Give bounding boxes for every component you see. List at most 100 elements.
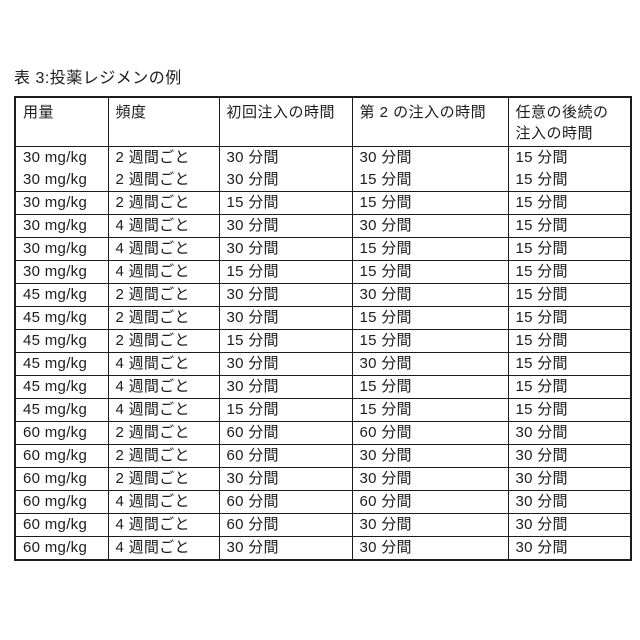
table-cell: 15 分間: [507, 191, 632, 215]
table-row: 60 mg/kg 4 週間ごと 60 分間 30 分間 30 分間: [14, 513, 632, 537]
header-cell-frequency: 頻度: [107, 96, 220, 147]
table-row: 30 mg/kg 2 週間ごと 15 分間 15 分間 15 分間: [14, 191, 632, 215]
table-cell: 30 mg/kg: [14, 260, 109, 284]
table-cell: 45 mg/kg: [14, 375, 109, 399]
table-cell: 4 週間ごと: [107, 375, 220, 399]
table-cell: 15 分間: [507, 214, 632, 238]
table-cell: 30 分間: [218, 352, 353, 376]
table-row: 45 mg/kg 4 週間ごと 15 分間 15 分間 15 分間: [14, 398, 632, 422]
table-caption: 表 3:投薬レジメンの例: [14, 70, 182, 87]
table-cell: 60 mg/kg: [14, 536, 109, 561]
table-row: 30 mg/kg 4 週間ごと 30 分間 30 分間 15 分間: [14, 214, 632, 238]
table-cell: 60 mg/kg: [14, 421, 109, 445]
table-cell: 30 分間: [507, 513, 632, 537]
table-cell: 60 分間: [218, 444, 353, 468]
table-cell: 15 分間: [507, 260, 632, 284]
table-cell: 30 分間: [218, 214, 353, 238]
table-cell: 4 週間ごと: [107, 260, 220, 284]
table-cell: 30 分間: [507, 444, 632, 468]
table-cell: 2 週間ごと: [107, 283, 220, 307]
table-cell: 30 分間: [351, 536, 509, 561]
table-row: 45 mg/kg 2 週間ごと 15 分間 15 分間 15 分間: [14, 329, 632, 353]
table-cell: 30 分間: [351, 146, 509, 169]
table-row: 60 mg/kg 2 週間ごと 30 分間 30 分間 30 分間: [14, 467, 632, 491]
table-cell: 15 分間: [351, 306, 509, 330]
table-cell: 15 分間: [507, 168, 632, 192]
table-cell: 30 分間: [507, 536, 632, 561]
table-cell: 60 mg/kg: [14, 467, 109, 491]
table-cell: 15 分間: [507, 352, 632, 376]
table-cell: 60 mg/kg: [14, 444, 109, 468]
table-cell: 30 分間: [218, 467, 353, 491]
table-cell: 15 分間: [507, 329, 632, 353]
table-row: 45 mg/kg 2 週間ごと 30 分間 15 分間 15 分間: [14, 306, 632, 330]
table-cell: 15 分間: [218, 260, 353, 284]
table-cell: 4 週間ごと: [107, 237, 220, 261]
table-cell: 45 mg/kg: [14, 398, 109, 422]
table-cell: 30 分間: [218, 306, 353, 330]
table-cell: 30 分間: [218, 146, 353, 169]
table-row: 60 mg/kg 4 週間ごと 60 分間 60 分間 30 分間: [14, 490, 632, 514]
table-cell: 4 週間ごと: [107, 490, 220, 514]
table-cell: 30 mg/kg: [14, 191, 109, 215]
table-cell: 15 分間: [351, 329, 509, 353]
table-cell: 4 週間ごと: [107, 352, 220, 376]
header-cell-dose: 用量: [14, 96, 109, 147]
table-row: 45 mg/kg 4 週間ごと 30 分間 30 分間 15 分間: [14, 352, 632, 376]
table-row: 60 mg/kg 2 週間ごと 60 分間 30 分間 30 分間: [14, 444, 632, 468]
table-cell: 30 分間: [507, 467, 632, 491]
table-cell: 30 分間: [351, 444, 509, 468]
table-cell: 15 分間: [351, 191, 509, 215]
table-cell: 30 分間: [507, 421, 632, 445]
table-body: 30 mg/kg 2 週間ごと 30 分間 30 分間 15 分間 30 mg/kg 2 週…: [14, 146, 632, 561]
table-cell: 45 mg/kg: [14, 306, 109, 330]
table-cell: 15 分間: [351, 375, 509, 399]
table-cell: 30 分間: [218, 168, 353, 192]
table-cell: 15 分間: [218, 191, 353, 215]
table-cell: 30 mg/kg: [14, 146, 109, 169]
table-cell: 30 分間: [351, 352, 509, 376]
table-cell: 15 分間: [507, 375, 632, 399]
table-cell: 2 週間ごと: [107, 168, 220, 192]
table-cell: 60 mg/kg: [14, 490, 109, 514]
table-row: 30 mg/kg 2 週間ごと 30 分間 15 分間 15 分間: [14, 168, 632, 192]
table-cell: 2 週間ごと: [107, 421, 220, 445]
table-row: 30 mg/kg 2 週間ごと 30 分間 30 分間 15 分間: [14, 146, 632, 169]
table-cell: 60 分間: [218, 490, 353, 514]
table-cell: 60 分間: [218, 513, 353, 537]
table-cell: 45 mg/kg: [14, 352, 109, 376]
table-cell: 30 分間: [351, 283, 509, 307]
table-header-row: 用量 頻度 初回注入の時間 第 2 の注入の時間 任意の後続の 注入の時間: [14, 96, 632, 147]
table-cell: 60 mg/kg: [14, 513, 109, 537]
header-cell-second-infusion-time: 第 2 の注入の時間: [351, 96, 509, 147]
header-cell-first-infusion-time: 初回注入の時間: [218, 96, 353, 147]
table-cell: 30 mg/kg: [14, 168, 109, 192]
table-cell: 15 分間: [507, 283, 632, 307]
table-cell: 4 週間ごと: [107, 513, 220, 537]
table-cell: 15 分間: [351, 398, 509, 422]
table-cell: 45 mg/kg: [14, 329, 109, 353]
table-row: 60 mg/kg 2 週間ごと 60 分間 60 分間 30 分間: [14, 421, 632, 445]
table-cell: 30 分間: [351, 214, 509, 238]
table-cell: 2 週間ごと: [107, 329, 220, 353]
table-cell: 30 分間: [351, 467, 509, 491]
table-row: 60 mg/kg 4 週間ごと 30 分間 30 分間 30 分間: [14, 536, 632, 561]
table-cell: 2 週間ごと: [107, 444, 220, 468]
table-cell: 15 分間: [218, 398, 353, 422]
table-cell: 60 分間: [351, 490, 509, 514]
table-cell: 4 週間ごと: [107, 536, 220, 561]
table-cell: 15 分間: [351, 260, 509, 284]
table-cell: 30 分間: [218, 375, 353, 399]
table-cell: 30 分間: [218, 536, 353, 561]
table-cell: 2 週間ごと: [107, 467, 220, 491]
table-cell: 60 分間: [218, 421, 353, 445]
table-row: 45 mg/kg 4 週間ごと 30 分間 15 分間 15 分間: [14, 375, 632, 399]
table-cell: 30 mg/kg: [14, 214, 109, 238]
table-cell: 45 mg/kg: [14, 283, 109, 307]
table-cell: 15 分間: [507, 237, 632, 261]
table-cell: 60 分間: [351, 421, 509, 445]
table-row: 30 mg/kg 4 週間ごと 30 分間 15 分間 15 分間: [14, 237, 632, 261]
table-cell: 4 週間ごと: [107, 214, 220, 238]
table-cell: 30 mg/kg: [14, 237, 109, 261]
